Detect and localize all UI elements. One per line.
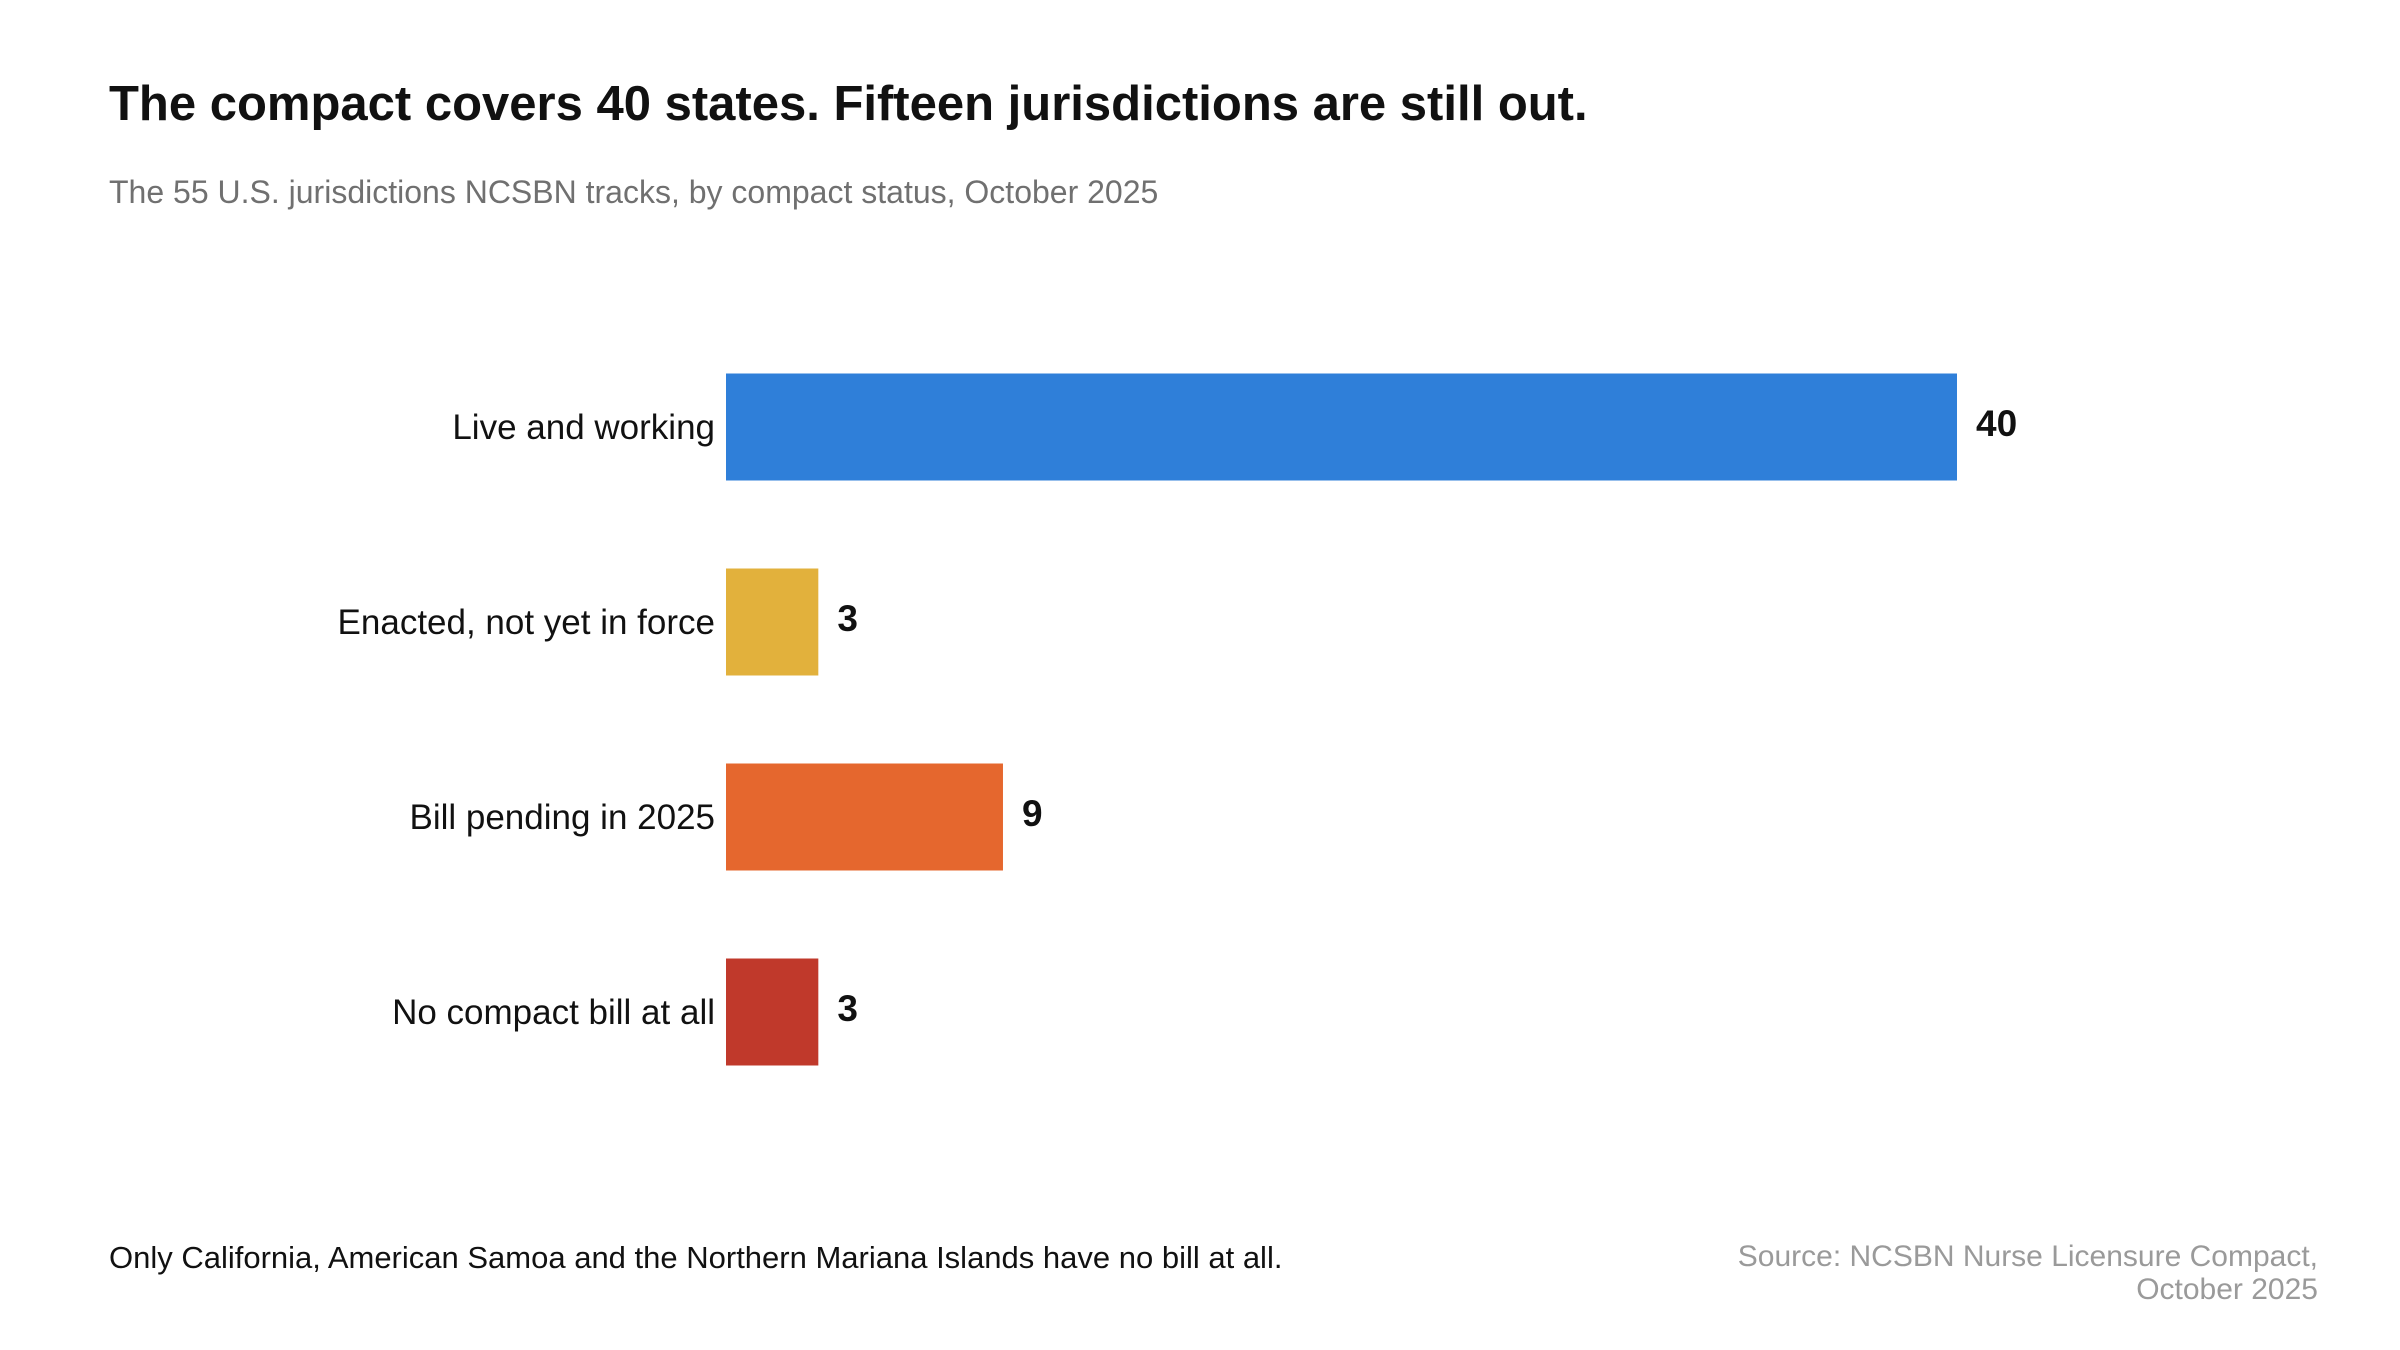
value-label-live-and-working: 40 xyxy=(1976,403,2017,444)
category-label-enacted-not-yet-in-force: Enacted, not yet in force xyxy=(338,603,715,642)
chart-title: The compact covers 40 states. Fifteen ju… xyxy=(109,77,1588,131)
category-label-no-compact-bill-at-all: No compact bill at all xyxy=(392,993,715,1032)
source-line-1: Source: NCSBN Nurse Licensure Compact, xyxy=(1737,1240,2318,1273)
category-label-live-and-working: Live and working xyxy=(452,408,715,447)
bar-no-compact-bill-at-all xyxy=(726,958,819,1066)
bar-bill-pending-in-2025 xyxy=(726,763,1003,871)
value-label-bill-pending-in-2025: 9 xyxy=(1022,793,1043,834)
bar-live-and-working xyxy=(726,373,1957,481)
bar-enacted-not-yet-in-force xyxy=(726,568,819,676)
value-label-enacted-not-yet-in-force: 3 xyxy=(837,598,858,639)
footnote: Only California, American Samoa and the … xyxy=(109,1240,1283,1275)
category-label-bill-pending-in-2025: Bill pending in 2025 xyxy=(409,798,715,837)
chart-subtitle: The 55 U.S. jurisdictions NCSBN tracks, … xyxy=(109,174,1159,210)
source-line-2: October 2025 xyxy=(2136,1273,2318,1306)
value-label-no-compact-bill-at-all: 3 xyxy=(837,988,858,1029)
source-note: Source: NCSBN Nurse Licensure Compact, O… xyxy=(1618,1240,2318,1306)
